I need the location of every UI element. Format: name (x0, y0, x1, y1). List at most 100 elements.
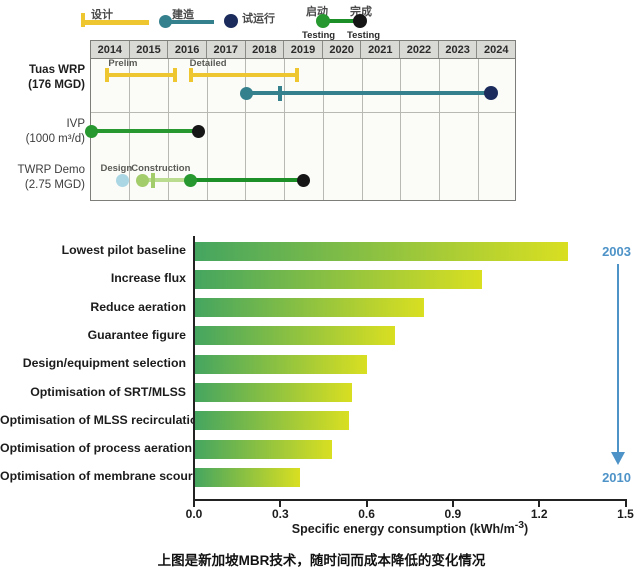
construction-line-icon (166, 20, 214, 24)
bar-label: Optimisation of process aeration (0, 441, 193, 456)
bar (194, 326, 396, 346)
grid-column-line (400, 59, 402, 200)
gantt-start-marker (240, 86, 254, 100)
x-tick-mark (538, 501, 541, 507)
legend-start-sub: Testing (302, 30, 336, 41)
bar (194, 383, 353, 402)
gantt-year-header: 2014 2015 2016 2017 2018 2019 2020 2021 2022 2023… (91, 41, 515, 59)
gantt-row-label-line: (176 MGD) (28, 79, 85, 91)
x-tick-label: 0.9 (444, 507, 462, 521)
x-tick-mark (279, 501, 282, 507)
bar (194, 298, 425, 318)
gantt-dot-marker (116, 173, 130, 187)
year-cell: 2016 (168, 41, 207, 58)
bar-label: Increase flux (110, 271, 186, 286)
gantt-start-marker (85, 124, 99, 138)
year-cell: 2020 (323, 41, 362, 58)
gantt-mark-label: Prelim (108, 57, 138, 69)
bar (194, 269, 482, 289)
start-dot-icon (316, 14, 330, 28)
x-axis-line (192, 499, 627, 501)
gantt-end-marker (191, 124, 205, 138)
gantt-bar-cap (295, 68, 300, 82)
gantt-mark-label: Detailed (189, 57, 227, 69)
legend-construction-label: 建造 (172, 9, 194, 21)
gantt-start-marker (184, 173, 198, 187)
bar-label: Lowest pilot baseline (61, 243, 186, 257)
year-cell: 2021 (361, 41, 401, 58)
gantt-bar-cap (105, 68, 110, 82)
bar-label: Guarantee figure (87, 327, 186, 342)
gantt-bar (107, 72, 176, 78)
complete-dot-icon (353, 14, 367, 28)
gantt-row-label-line: TWRP Demo (17, 164, 85, 176)
gantt-span (91, 129, 199, 133)
grid-column-line (245, 59, 247, 200)
year-cell: 2024 (483, 43, 509, 56)
construction-dot-icon (159, 15, 172, 28)
figure-caption: 上图是新加坡MBR技术，随时间而成本降低的变化情况 (157, 553, 486, 568)
start-complete-line-icon (323, 19, 360, 23)
gantt-milestone-tick (277, 85, 283, 101)
year-cell: 2017 (207, 41, 246, 58)
x-axis-title-close: ) (524, 522, 529, 537)
grid-column-line (322, 59, 324, 200)
grid-row-line (91, 112, 515, 113)
bar-label: Design/equipment selection (22, 356, 186, 371)
end-year-note: 2010 (602, 470, 631, 485)
gantt-mark-label: Design (100, 162, 133, 174)
bar (194, 411, 350, 431)
x-axis-title-text: Specific energy consumption (kWh/m (291, 522, 515, 537)
bar (194, 439, 333, 459)
bar (194, 241, 568, 261)
gantt-row-label-ivp: IVP (1000 m³/d) (0, 117, 85, 147)
x-tick-mark (624, 501, 627, 507)
grid-column-line (284, 59, 286, 200)
year-cell: 2014 (91, 41, 130, 58)
year-cell: 2022 (400, 41, 439, 58)
timeline-arrow-head-icon (611, 452, 625, 465)
gantt-row-label-twrp: TWRP Demo (2.75 MGD) (0, 163, 85, 193)
bar-label: Reduce aeration (90, 299, 186, 314)
grid-column-line (206, 59, 208, 200)
timeline-arrow-line (616, 264, 619, 453)
x-tick-mark (365, 501, 368, 507)
x-tick-label: 0.3 (271, 507, 289, 521)
energy-bar-chart: Lowest pilot baseline Increase flux Reduce… (0, 228, 643, 540)
gantt-row-label-line: Tuas WRP (28, 64, 85, 76)
gantt-row-label-tuas: Tuas WRP (176 MGD) (0, 63, 85, 93)
x-tick-mark (451, 501, 454, 507)
gantt-start-marker (135, 173, 149, 187)
year-cell: 2019 (284, 41, 323, 58)
bar (194, 467, 301, 487)
gantt-end-marker (296, 173, 310, 187)
start-year-note: 2003 (602, 244, 631, 259)
gantt-bar-cap (173, 68, 178, 82)
year-cell: 2018 (246, 41, 285, 58)
legend-design-label: 设计 (91, 9, 113, 21)
x-tick-label: 0.6 (358, 507, 375, 521)
x-tick-label: 1.5 (617, 507, 634, 521)
year-cell: 2023 (439, 41, 478, 58)
year-cell: 2015 (130, 41, 169, 58)
gantt-span (246, 91, 491, 95)
grid-column-line (439, 59, 441, 200)
gantt-mark-label: Construction (131, 162, 191, 174)
commissioning-dot-icon (224, 14, 238, 28)
grid-column-line (477, 59, 479, 200)
grid-column-line (361, 59, 363, 200)
design-bar-icon (84, 20, 149, 25)
bar (194, 354, 367, 374)
bar-label: Optimisation of membrane scouring (0, 469, 212, 484)
bar-label: Optimisation of SRT/MLSS (30, 384, 186, 399)
x-axis-title: Specific energy consumption (kWh/m-3) (194, 520, 626, 536)
gantt-bar (190, 72, 298, 78)
gantt-row-label-line: (2.75 MGD) (24, 179, 85, 191)
legend-commissioning-label: 试运行 (242, 13, 275, 25)
y-axis-line (192, 236, 195, 501)
gantt-milestone-tick (150, 172, 156, 188)
gantt-row-label-line: (1000 m³/d) (25, 133, 85, 145)
bar-label: Optimisation of MLSS recirculation (0, 412, 205, 427)
x-tick-label: 1.2 (530, 507, 548, 521)
